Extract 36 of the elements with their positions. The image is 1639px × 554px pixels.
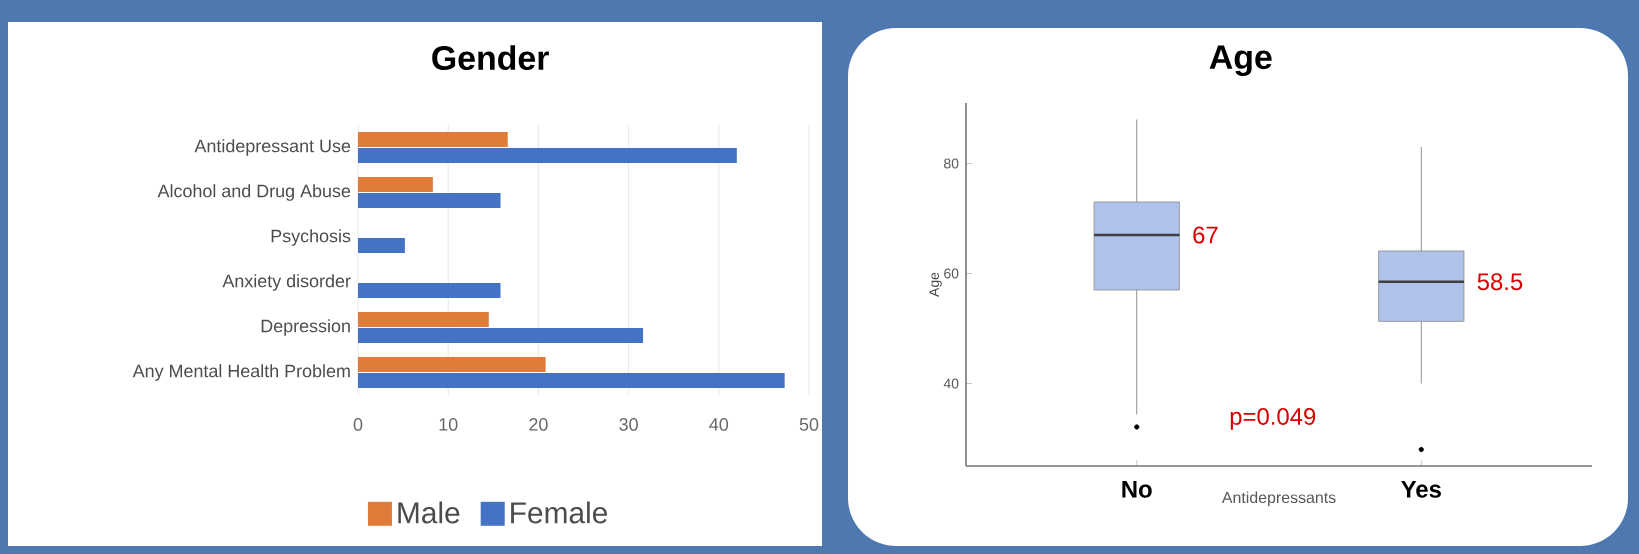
legend-label: Male [398, 501, 460, 524]
y-tick-label: Antidepressant Use [194, 139, 351, 156]
y-tick-label: 80 [944, 158, 959, 169]
x-tick-label: 50 [799, 418, 819, 431]
y-axis-title: Age [929, 272, 942, 297]
x-tick-label: No [1122, 481, 1152, 498]
bar [358, 328, 644, 344]
y-tick-label: Anxiety disorder [222, 274, 351, 291]
x-tick-label: 10 [439, 418, 458, 431]
annotation: 58.5 [1477, 273, 1523, 291]
annotation: p=0.049 [1230, 407, 1316, 430]
y-tick-label: Psychosis [271, 229, 351, 246]
y-tick-label: Alcohol and Drug Abuse [157, 184, 351, 201]
bar [358, 312, 489, 328]
x-tick-label: 30 [619, 418, 638, 431]
x-tick-label: 20 [529, 418, 548, 431]
bar [358, 283, 501, 299]
x-axis-title: Antidepressants [1221, 491, 1336, 507]
bar [358, 148, 737, 164]
bar [358, 132, 508, 148]
bar [358, 238, 405, 254]
x-tick-label: Yes [1401, 481, 1441, 498]
y-tick-label: 60 [944, 268, 959, 279]
bar [358, 357, 546, 372]
x-tick-label: 40 [709, 418, 729, 431]
y-tick-label: 40 [943, 378, 959, 389]
y-tick-label: Depression [261, 319, 350, 336]
bar [358, 373, 785, 388]
chart-title: Gender [432, 45, 549, 71]
bar [358, 193, 501, 209]
annotation: 67 [1193, 226, 1218, 244]
bar [358, 177, 433, 193]
chart-title: Age [1209, 45, 1272, 77]
legend-label: Female [511, 501, 607, 524]
x-tick-label: 0 [353, 418, 363, 431]
y-tick-label: Any Mental Health Problem [132, 364, 350, 381]
